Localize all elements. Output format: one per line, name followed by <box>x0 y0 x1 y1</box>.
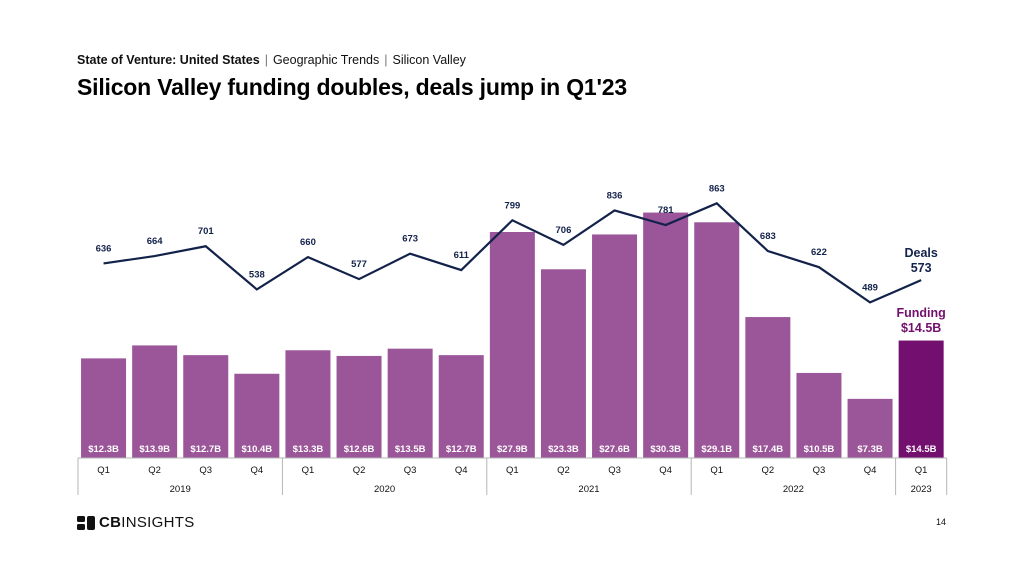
page-number: 14 <box>936 517 947 527</box>
breadcrumb: State of Venture: United States | Geograph… <box>77 53 466 67</box>
funding-bar <box>540 269 586 458</box>
year-tick-label: 2023 <box>911 484 932 495</box>
deal-value-label: 538 <box>249 269 265 280</box>
deal-value-label: 660 <box>300 237 316 248</box>
quarter-tick-label: Q4 <box>455 465 468 476</box>
funding-bar <box>745 317 791 458</box>
deal-value-label: 706 <box>556 225 572 236</box>
deal-value-label: 622 <box>811 247 827 258</box>
bar-value-label: $12.6B <box>344 444 375 455</box>
year-tick-label: 2022 <box>783 484 804 495</box>
deal-value-label: 781 <box>658 205 675 216</box>
funding-bar <box>438 355 484 458</box>
funding-bar <box>694 222 740 458</box>
bar-value-label: $12.3B <box>88 444 119 455</box>
deal-value-label: 611 <box>454 250 470 261</box>
deal-value-label: 863 <box>709 183 725 194</box>
deals-line <box>103 202 922 304</box>
quarter-tick-label: Q2 <box>353 465 366 476</box>
quarter-tick-label: Q2 <box>557 465 570 476</box>
deals-callout-label: Deals <box>904 246 937 260</box>
funding-bar <box>898 340 944 458</box>
quarter-tick-label: Q3 <box>813 465 826 476</box>
bar-value-label: $27.6B <box>599 444 630 455</box>
breadcrumb-separator: | <box>384 53 388 67</box>
breadcrumb-report: State of Venture: United States <box>77 53 260 67</box>
bar-value-label: $10.5B <box>804 444 835 455</box>
funding-bar <box>234 373 280 458</box>
funding-bar <box>847 398 893 458</box>
logo-text-rest: INSIGHTS <box>121 514 195 531</box>
quarter-tick-label: Q3 <box>199 465 212 476</box>
deal-value-label: 636 <box>96 243 112 254</box>
quarter-tick-label: Q2 <box>148 465 161 476</box>
funding-bar <box>81 358 127 458</box>
funding-bar <box>336 355 382 458</box>
funding-bar <box>285 350 331 458</box>
cb-logo-icon <box>77 515 95 530</box>
quarter-tick-label: Q1 <box>302 465 315 476</box>
bar-value-label: $13.9B <box>139 444 170 455</box>
quarter-tick-label: Q3 <box>404 465 417 476</box>
deals-callout-value: 573 <box>911 261 932 275</box>
bar-value-label: $12.7B <box>190 444 221 455</box>
quarter-tick-label: Q2 <box>762 465 775 476</box>
bar-value-label: $13.5B <box>395 444 426 455</box>
bar-value-label: $30.3B <box>650 444 681 455</box>
deal-value-label: 664 <box>147 236 164 247</box>
funding-bar <box>592 234 638 458</box>
funding-callout-label: Funding <box>897 306 946 320</box>
logo-text-bold: CB <box>99 514 122 531</box>
bar-value-label: $29.1B <box>701 444 732 455</box>
breadcrumb-section: Geographic Trends <box>272 53 380 67</box>
breadcrumb-separator: | <box>264 53 268 67</box>
quarter-tick-label: Q4 <box>659 465 672 476</box>
quarter-tick-label: Q1 <box>97 465 110 476</box>
funding-bar <box>183 355 229 458</box>
breadcrumb-region: Silicon Valley <box>392 53 466 67</box>
deal-value-label: 577 <box>351 259 367 270</box>
deal-value-label: 799 <box>504 200 520 211</box>
bar-value-label: $12.7B <box>446 444 477 455</box>
deal-value-label: 701 <box>198 226 215 237</box>
bar-value-label: $7.3B <box>857 444 882 455</box>
year-tick-label: 2020 <box>374 484 395 495</box>
deal-value-label: 673 <box>402 234 418 245</box>
bar-value-label: $13.3B <box>293 444 324 455</box>
bar-value-label: $23.3B <box>548 444 579 455</box>
funding-bar <box>489 232 535 458</box>
deal-value-label: 836 <box>607 190 623 201</box>
page-title: Silicon Valley funding doubles, deals ju… <box>77 74 627 100</box>
bar-value-label: $17.4B <box>753 444 784 455</box>
logo-text: CBINSIGHTS <box>99 514 195 531</box>
quarter-tick-label: Q1 <box>915 465 928 476</box>
bar-value-label: $14.5B <box>906 444 937 455</box>
bar-value-label: $27.9B <box>497 444 528 455</box>
funding-bar <box>132 345 178 458</box>
funding-callout-value: $14.5B <box>901 321 941 335</box>
deal-value-label: 683 <box>760 231 776 242</box>
funding-bar <box>796 372 842 458</box>
funding-bar <box>387 348 433 458</box>
cb-insights-logo: CBINSIGHTS <box>77 514 195 531</box>
year-tick-label: 2019 <box>170 484 191 495</box>
deal-value-label: 489 <box>862 282 878 293</box>
year-tick-label: 2021 <box>578 484 599 495</box>
quarter-tick-label: Q1 <box>710 465 723 476</box>
bar-value-label: $10.4B <box>242 444 273 455</box>
funding-bar <box>643 212 689 458</box>
quarter-tick-label: Q3 <box>608 465 621 476</box>
quarter-tick-label: Q4 <box>864 465 877 476</box>
quarter-tick-label: Q1 <box>506 465 519 476</box>
quarter-tick-label: Q4 <box>251 465 264 476</box>
